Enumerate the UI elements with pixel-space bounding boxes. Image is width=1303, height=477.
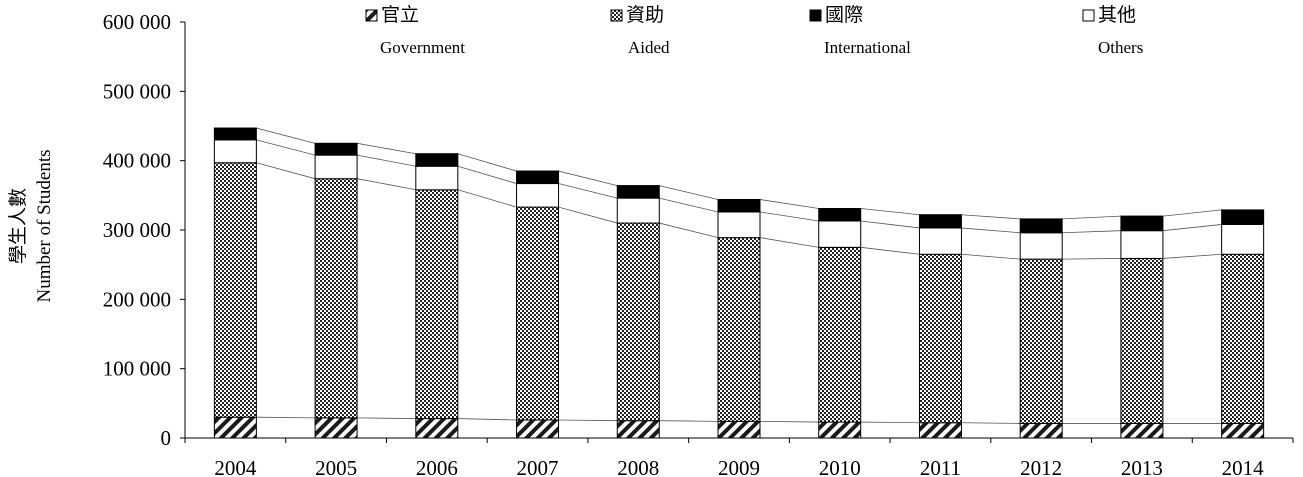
bar-2005-international bbox=[314, 142, 358, 156]
bar-2004-aided bbox=[213, 162, 257, 418]
bar-2013-government bbox=[1120, 422, 1164, 439]
bar-2006-aided bbox=[415, 189, 459, 420]
x-tick-label-2010: 2010 bbox=[819, 456, 861, 477]
bar-2013-international bbox=[1120, 215, 1164, 232]
bar-2008-international bbox=[616, 185, 660, 199]
y-tick-label: 100 000 bbox=[103, 357, 171, 381]
x-tick-label-2004: 2004 bbox=[214, 456, 257, 477]
bar-2008-government bbox=[616, 420, 660, 439]
bar-2008-others bbox=[616, 197, 660, 224]
bar-2007-government bbox=[516, 419, 560, 439]
bar-2006-government bbox=[415, 418, 459, 439]
bar-2014-aided bbox=[1221, 253, 1265, 424]
bar-2008-aided bbox=[616, 222, 660, 422]
legend-swatch-international bbox=[809, 9, 822, 22]
legend-label-en-others: Others bbox=[1098, 38, 1143, 57]
bar-2005-aided bbox=[314, 178, 358, 419]
bar-2010-others bbox=[818, 220, 862, 248]
legend-swatch-government bbox=[365, 9, 378, 22]
bar-2004-international bbox=[213, 127, 257, 141]
y-tick-label: 500 000 bbox=[103, 79, 171, 103]
bar-2011-aided bbox=[918, 253, 962, 424]
bar-2006-international bbox=[415, 153, 459, 167]
bar-2012-aided bbox=[1019, 258, 1063, 424]
x-tick-label-2005: 2005 bbox=[315, 456, 357, 477]
x-tick-label-2014: 2014 bbox=[1222, 456, 1265, 477]
y-tick-label: 200 000 bbox=[103, 287, 171, 311]
legend-label-zh-international: 國際 bbox=[825, 4, 863, 26]
y-tick-label: 600 000 bbox=[103, 10, 171, 34]
x-tick-label-2007: 2007 bbox=[517, 456, 559, 477]
legend: 官立 Government 資助 Aided 國際 International 其他 Othe… bbox=[365, 4, 1143, 57]
legend-swatch-aided bbox=[610, 9, 623, 22]
bar-2010-aided bbox=[818, 246, 862, 423]
bar-2012-international bbox=[1019, 218, 1063, 234]
legend-label-zh-government: 官立 bbox=[381, 4, 419, 26]
bar-2014-international bbox=[1221, 209, 1265, 225]
bar-2011-others bbox=[918, 227, 962, 255]
bar-2010-government bbox=[818, 421, 862, 439]
y-tick-label: 300 000 bbox=[103, 218, 171, 242]
y-tick-label: 400 000 bbox=[103, 149, 171, 173]
y-tick-labels: 0 100 000 200 000 300 000 400 000 500 000 600 … bbox=[103, 10, 171, 450]
bar-2009-aided bbox=[717, 237, 761, 422]
x-tick-labels: 2004 2005 2006 2007 2008 2009 2010 2011 2012 2013… bbox=[214, 456, 1264, 477]
bar-2012-others bbox=[1019, 232, 1063, 260]
legend-swatch-others bbox=[1082, 9, 1095, 22]
x-tick-label-2009: 2009 bbox=[718, 456, 760, 477]
bar-2004-government bbox=[213, 416, 257, 439]
legend-label-en-aided: Aided bbox=[628, 38, 670, 57]
legend-label-zh-others: 其他 bbox=[1098, 4, 1136, 26]
bar-2011-government bbox=[918, 422, 962, 439]
bar-2010-international bbox=[818, 208, 862, 222]
bars bbox=[213, 127, 1265, 439]
x-tick-label-2006: 2006 bbox=[416, 456, 458, 477]
legend-label-en-government: Government bbox=[380, 38, 465, 57]
x-tick-label-2011: 2011 bbox=[920, 456, 961, 477]
x-tick-label-2008: 2008 bbox=[617, 456, 659, 477]
bar-2014-government bbox=[1221, 422, 1265, 439]
bar-2013-aided bbox=[1120, 257, 1164, 424]
y-axis-title-zh: 學生人數 bbox=[7, 188, 29, 264]
x-tick-label-2013: 2013 bbox=[1121, 456, 1163, 477]
legend-label-en-international: International bbox=[824, 38, 911, 57]
bar-2005-others bbox=[314, 154, 358, 180]
bar-2013-others bbox=[1120, 230, 1164, 259]
bar-2007-aided bbox=[516, 206, 560, 421]
bar-2009-others bbox=[717, 211, 761, 239]
y-axis-title-en: Number of Students bbox=[34, 149, 55, 302]
y-tick-label: 0 bbox=[161, 426, 172, 450]
y-axis-title: 學生人數 Number of Students bbox=[7, 149, 55, 302]
bar-2009-government bbox=[717, 420, 761, 439]
bar-2004-others bbox=[213, 139, 257, 164]
bar-2014-others bbox=[1221, 223, 1265, 255]
bar-2011-international bbox=[918, 214, 962, 229]
bar-2005-government bbox=[314, 417, 358, 439]
bar-2006-others bbox=[415, 165, 459, 191]
x-tick-label-2012: 2012 bbox=[1020, 456, 1062, 477]
bar-2007-others bbox=[516, 183, 560, 208]
legend-label-zh-aided: 資助 bbox=[626, 4, 664, 26]
bar-2009-international bbox=[717, 198, 761, 213]
bar-2007-international bbox=[516, 170, 560, 185]
bar-2012-government bbox=[1019, 422, 1063, 439]
